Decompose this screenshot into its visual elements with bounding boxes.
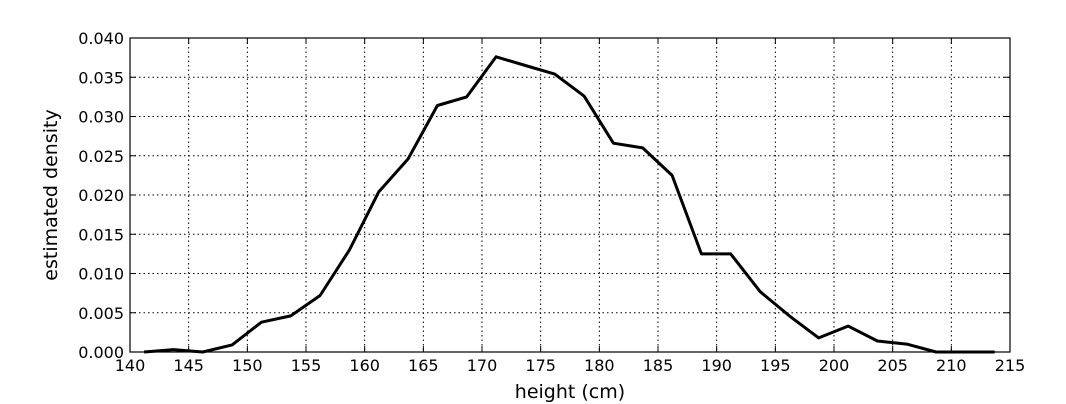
y-tick-label: 0.000 [78,343,124,362]
y-tick-label: 0.010 [78,265,124,284]
x-tick-label: 185 [643,356,674,375]
x-tick-label: 145 [173,356,204,375]
x-tick-label: 195 [760,356,791,375]
y-tick-label: 0.025 [78,147,124,166]
x-axis-title: height (cm) [515,381,625,403]
x-tick-label: 215 [995,356,1026,375]
x-tick-label: 140 [115,356,146,375]
plot-frame [129,37,1011,353]
y-tick-labels: 0.000 0.005 0.010 0.015 0.020 0.025 0.030 0.035… [78,29,124,362]
x-tick-label: 165 [408,356,439,375]
y-tick-label: 0.035 [78,68,124,87]
y-tick-label: 0.040 [78,29,124,48]
x-tick-label: 175 [525,356,556,375]
y-tick-label: 0.005 [78,304,124,323]
x-tick-label: 155 [291,356,322,375]
x-tick-label: 170 [467,356,498,375]
x-tick-label: 200 [819,356,850,375]
x-tick-label: 205 [877,356,908,375]
y-tick-label: 0.020 [78,186,124,205]
x-tick-labels: 140 145 150 155 160 165 170 175 180 185 190 195 200 2… [115,356,1026,375]
density-curve [143,55,995,354]
x-tick-label: 180 [584,356,615,375]
x-tick-label: 210 [936,356,967,375]
x-tick-label: 190 [701,356,732,375]
x-tick-label: 150 [232,356,263,375]
y-tick-label: 0.030 [78,108,124,127]
y-tick-label: 0.015 [78,225,124,244]
x-tick-label: 160 [349,356,380,375]
y-axis-title: estimated density [40,109,62,280]
